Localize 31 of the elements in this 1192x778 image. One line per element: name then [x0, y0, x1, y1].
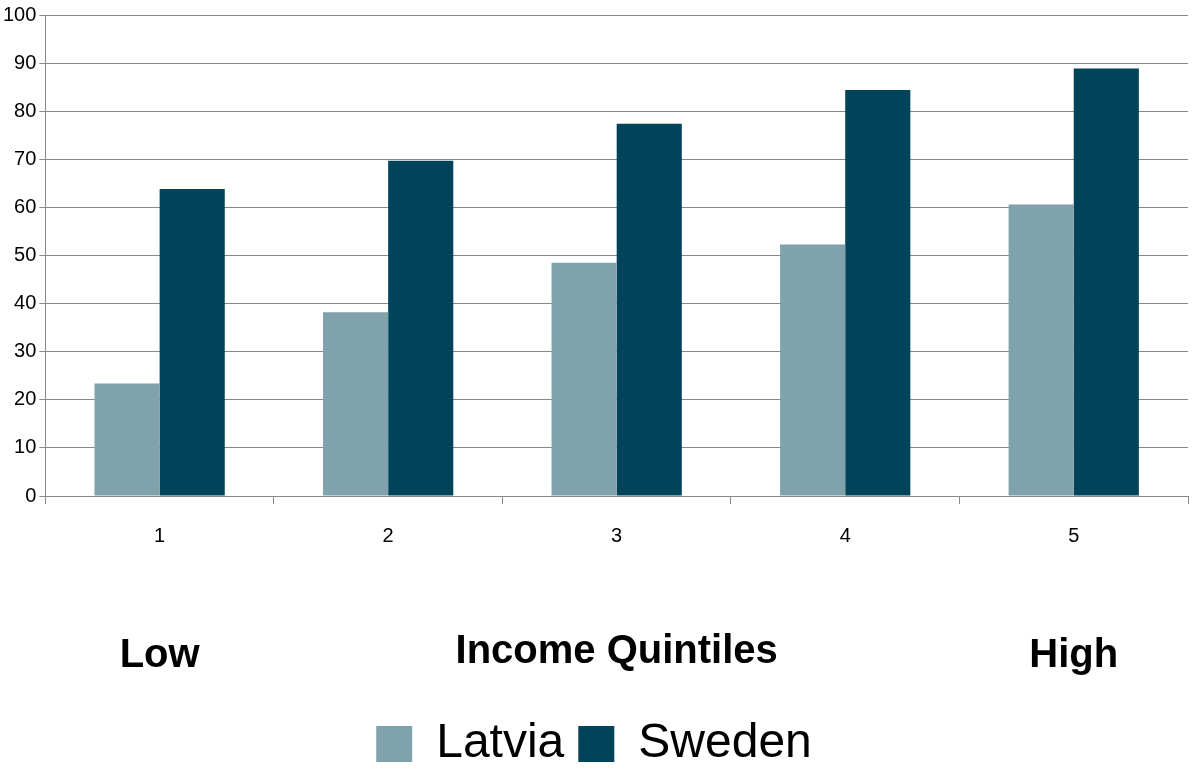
text: High: [1029, 631, 1119, 676]
y-tick-label: 40: [14, 291, 37, 314]
bar: [780, 244, 846, 496]
x-tick-label: 4: [839, 523, 851, 546]
y-tick-label: 90: [14, 50, 37, 73]
legend-label: Sweden: [638, 714, 812, 768]
x-tick-label: 2: [382, 523, 394, 546]
x-tick-label: 1: [154, 523, 166, 546]
x-axis-title: Income Quintiles: [455, 627, 778, 672]
x-tick-label: 5: [1068, 523, 1080, 546]
legend-label: Latvia: [436, 714, 565, 768]
y-tick-label: 80: [14, 98, 37, 121]
y-tick-label: 0: [25, 483, 37, 506]
y-tick-label: 70: [14, 146, 37, 169]
bar: [323, 312, 389, 496]
bar: [1008, 204, 1074, 496]
bar: [616, 123, 682, 496]
bar: [1073, 68, 1139, 496]
y-tick-label: 50: [14, 243, 37, 266]
text: Low: [119, 631, 201, 676]
x-tick-label: 3: [611, 523, 623, 546]
bar: [388, 160, 454, 496]
y-tick-label: 60: [14, 194, 37, 217]
y-tick-label: 30: [14, 339, 37, 362]
bar: [551, 262, 617, 496]
bar: [94, 383, 160, 496]
bar: [845, 90, 911, 496]
y-tick-label: 100: [2, 2, 37, 25]
y-tick-label: 10: [14, 435, 37, 458]
bar: [159, 189, 225, 496]
y-tick-label: 20: [14, 387, 37, 410]
